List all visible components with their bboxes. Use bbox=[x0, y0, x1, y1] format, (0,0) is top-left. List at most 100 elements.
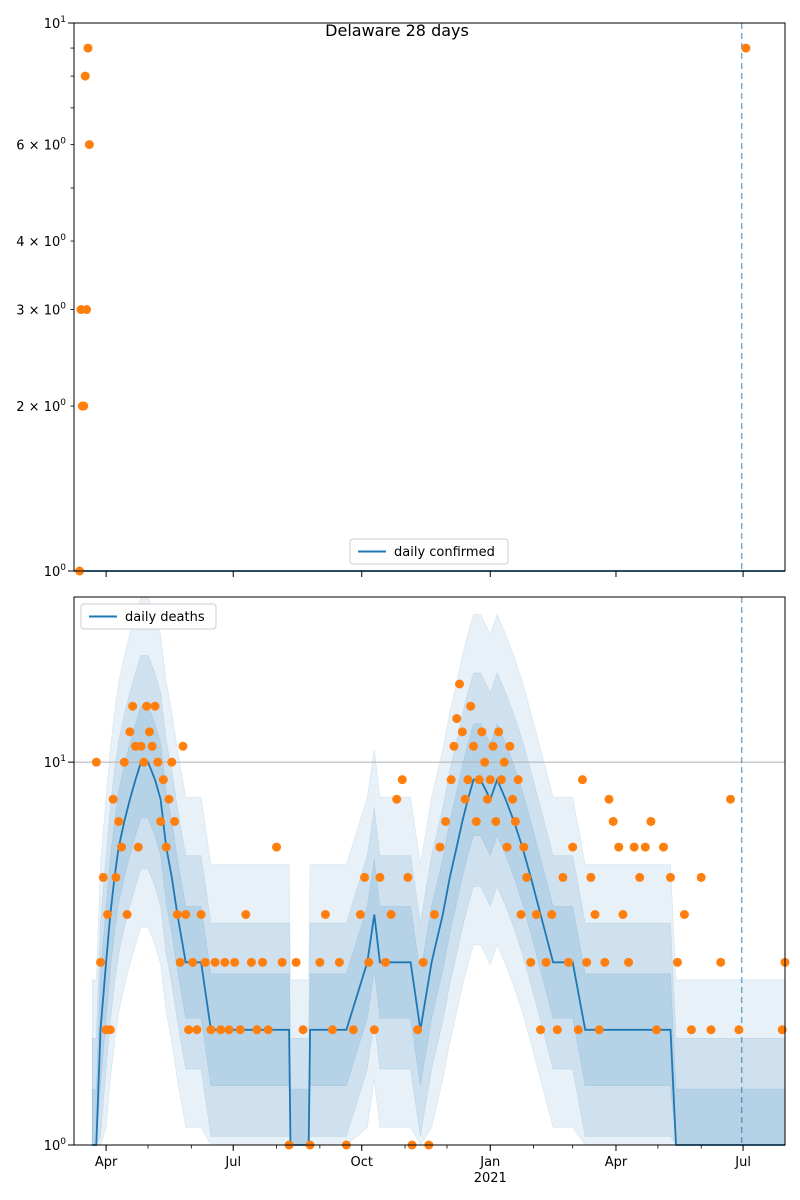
deaths-point bbox=[482, 794, 492, 804]
deaths-point bbox=[147, 741, 157, 751]
deaths-point bbox=[466, 701, 476, 711]
deaths-point bbox=[600, 957, 610, 967]
deaths-point bbox=[91, 757, 101, 767]
y-tick-label-coef: 6 × bbox=[16, 139, 43, 154]
deaths-point bbox=[418, 957, 428, 967]
deaths-point bbox=[246, 957, 256, 967]
deaths-point bbox=[235, 1025, 245, 1035]
deaths-point bbox=[573, 1025, 583, 1035]
daily-deaths-line bbox=[92, 761, 785, 1146]
deaths-point bbox=[618, 910, 628, 920]
deaths-point bbox=[471, 816, 481, 826]
deaths-point bbox=[658, 842, 668, 852]
deaths-point bbox=[184, 1025, 194, 1035]
confirmed-point bbox=[82, 305, 92, 315]
deaths-point bbox=[136, 741, 146, 751]
deaths-point bbox=[224, 1025, 234, 1035]
deaths-point bbox=[485, 775, 495, 785]
deaths-point bbox=[164, 794, 174, 804]
deaths-point bbox=[156, 816, 166, 826]
y-tick-label-base: 10 bbox=[44, 756, 61, 771]
deaths-point bbox=[552, 1025, 562, 1035]
deaths-point bbox=[178, 741, 188, 751]
y-tick-label-exp: 1 bbox=[60, 15, 66, 25]
deaths-point bbox=[369, 1025, 379, 1035]
y-tick-label-base: 10 bbox=[44, 17, 61, 32]
deaths-point bbox=[547, 910, 557, 920]
deaths-point bbox=[488, 741, 498, 751]
chart-title: Delaware 28 days bbox=[325, 21, 469, 40]
deaths-point bbox=[98, 872, 108, 882]
deaths-point bbox=[291, 957, 301, 967]
deaths-point bbox=[726, 794, 736, 804]
y-tick-label-exp: 0 bbox=[60, 563, 66, 573]
deaths-point bbox=[672, 957, 682, 967]
y-tick-label: 101 bbox=[44, 754, 66, 771]
deaths-point bbox=[629, 842, 639, 852]
deaths-point bbox=[608, 816, 618, 826]
deaths-point bbox=[206, 1025, 216, 1035]
legend: daily confirmed bbox=[349, 538, 509, 565]
deaths-point bbox=[320, 910, 330, 920]
deaths-point bbox=[158, 775, 168, 785]
deaths-point bbox=[119, 757, 129, 767]
deaths-point bbox=[568, 842, 578, 852]
deaths-point bbox=[519, 842, 529, 852]
deaths-point bbox=[142, 701, 152, 711]
deaths-point bbox=[582, 957, 592, 967]
deaths-point bbox=[558, 872, 568, 882]
deaths-point bbox=[446, 775, 456, 785]
deaths-point bbox=[386, 910, 396, 920]
deaths-point bbox=[397, 775, 407, 785]
deaths-point bbox=[505, 741, 515, 751]
deaths-point bbox=[640, 842, 650, 852]
deaths-point bbox=[153, 757, 163, 767]
deaths-point bbox=[111, 872, 121, 882]
deaths-point bbox=[635, 872, 645, 882]
deaths-point bbox=[646, 816, 656, 826]
y-tick-label-base: 10 bbox=[44, 235, 61, 250]
deaths-point bbox=[624, 957, 634, 967]
x-tick-label: Oct bbox=[351, 1155, 373, 1170]
deaths-point bbox=[220, 957, 230, 967]
deaths-point bbox=[429, 910, 439, 920]
deaths-point bbox=[510, 816, 520, 826]
deaths-point bbox=[348, 1025, 358, 1035]
y-tick-label-exp: 0 bbox=[60, 302, 66, 312]
deaths-point bbox=[216, 1025, 226, 1035]
deaths-point bbox=[167, 757, 177, 767]
deaths-point bbox=[241, 910, 251, 920]
deaths-point bbox=[116, 842, 126, 852]
y-tick-label: 3 × 100 bbox=[16, 302, 66, 319]
y-tick-label-exp: 0 bbox=[60, 137, 66, 147]
deaths-point bbox=[188, 957, 198, 967]
confirmed-point bbox=[83, 43, 93, 53]
x-tick-label: Jan bbox=[479, 1155, 500, 1170]
deaths-point bbox=[531, 910, 541, 920]
legend-box bbox=[80, 603, 217, 630]
deaths-point bbox=[172, 910, 182, 920]
y-tick-label-base: 10 bbox=[44, 400, 61, 415]
confirmed-point bbox=[80, 71, 90, 81]
axes-frame bbox=[73, 22, 786, 572]
legend-label: daily deaths bbox=[125, 610, 205, 625]
deaths-point bbox=[272, 842, 282, 852]
deaths-point bbox=[200, 957, 210, 967]
deaths-point bbox=[604, 794, 614, 804]
y-tick-label: 100 bbox=[44, 1137, 67, 1154]
deaths-point bbox=[403, 872, 413, 882]
deaths-point bbox=[392, 794, 402, 804]
deaths-point bbox=[355, 910, 365, 920]
deaths-point bbox=[502, 842, 512, 852]
y-tick-label-base: 10 bbox=[44, 139, 61, 154]
deaths-point bbox=[380, 957, 390, 967]
deaths-point bbox=[103, 910, 113, 920]
deaths-point bbox=[364, 957, 374, 967]
deaths-point bbox=[133, 842, 143, 852]
deaths-point bbox=[499, 757, 509, 767]
deaths-point bbox=[150, 701, 160, 711]
y-tick-label: 4 × 100 bbox=[16, 233, 66, 250]
axes-frame bbox=[73, 596, 786, 1146]
deaths-point bbox=[114, 816, 124, 826]
deaths-point bbox=[522, 872, 532, 882]
